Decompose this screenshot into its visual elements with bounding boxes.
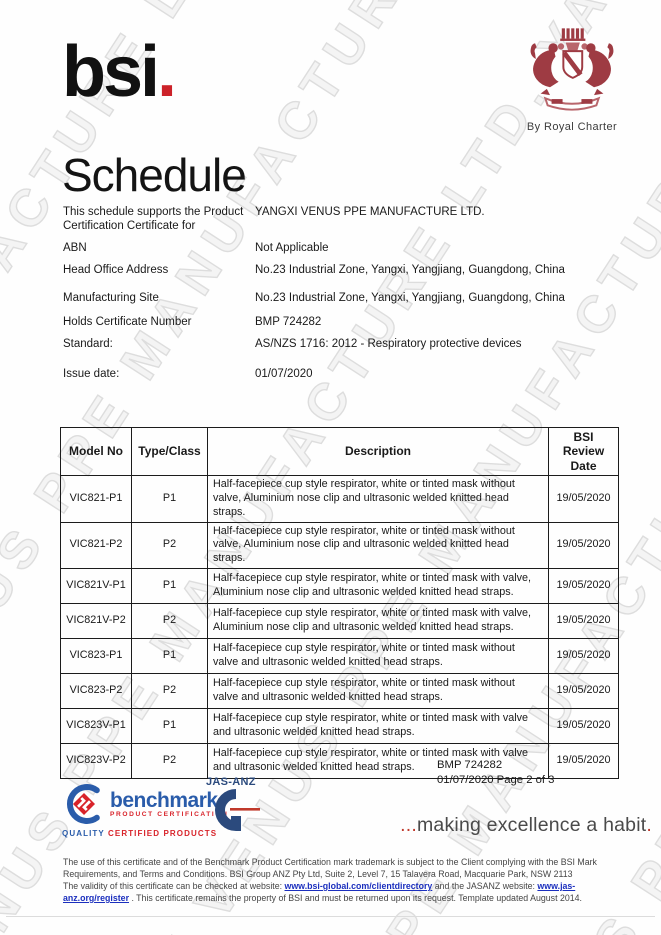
table-header-row: Model No Type/Class Description BSI Review … — [60, 426, 619, 477]
model-no-cell: VIC821V-P2 — [60, 603, 132, 640]
detail-value: No.23 Industrial Zone, Yangxi, Yangjiang… — [255, 292, 565, 304]
detail-value: AS/NZS 1716: 2012 - Respiratory protecti… — [255, 338, 522, 350]
description-cell: Half-facepiece cup style respirator, whi… — [207, 673, 549, 710]
benchmark-logo: benchmark PRODUCT CERTIFICATION QUALITY … — [62, 782, 228, 838]
detail-value: BMP 724282 — [255, 316, 322, 328]
detail-label: Holds Certificate Number — [63, 316, 192, 328]
column-header: Description — [207, 426, 549, 477]
review-date-cell: 19/05/2020 — [548, 521, 619, 570]
table-row: VIC821-P2 P2 Half-facepiece cup style resp… — [60, 521, 619, 570]
page-indicator: 01/07/2020 Page 2 of 3 — [437, 774, 555, 786]
type-class-cell: P1 — [131, 708, 208, 745]
description-cell: Half-facepiece cup style respirator, whi… — [207, 521, 549, 570]
detail-row: This schedule supports the Product Certi… — [63, 205, 619, 233]
table-row: VIC823V-P1 P1 Half-facepiece cup style res… — [60, 708, 619, 745]
crest-icon — [530, 28, 614, 111]
details-section: This schedule supports the Product Certi… — [63, 205, 619, 389]
description-cell: Half-facepiece cup style respirator, whi… — [207, 475, 549, 523]
bsi-logo-dot: . — [157, 32, 177, 112]
detail-label: ABN — [63, 242, 87, 254]
benchmark-icon — [66, 784, 100, 824]
detail-row: Issue date: 01/07/2020 — [63, 367, 619, 381]
table-body: VIC821-P1 P1 Half-facepiece cup style resp… — [60, 475, 619, 780]
bsi-logo-text: bsi — [62, 32, 160, 112]
detail-label: This schedule supports the Product Certi… — [63, 206, 244, 232]
detail-value: 01/07/2020 — [255, 368, 313, 380]
detail-value: Not Applicable — [255, 242, 329, 254]
jasanz-wordmark: JAS-ANZ — [206, 776, 256, 788]
bsi-logo: bsi. — [62, 36, 177, 108]
review-date-cell: 19/05/2020 — [548, 475, 619, 523]
table-row: VIC823V-P2 P2 Half-facepiece cup style res… — [60, 743, 619, 780]
description-cell: Half-facepiece cup style respirator, whi… — [207, 603, 549, 640]
detail-row: Standard: AS/NZS 1716: 2012 - Respirator… — [63, 337, 619, 351]
page-edge-line — [6, 916, 655, 917]
description-cell: Half-facepiece cup style respirator, whi… — [207, 743, 549, 780]
detail-row: Holds Certificate Number BMP 724282 — [63, 315, 619, 329]
review-date-cell: 19/05/2020 — [548, 568, 619, 605]
model-no-cell: VIC823V-P1 — [60, 708, 132, 745]
benchmark-wordmark: benchmark — [110, 788, 218, 812]
table-row: VIC821V-P1 P1 Half-facepiece cup style res… — [60, 568, 619, 605]
review-date-cell: 19/05/2020 — [548, 708, 619, 745]
description-cell: Half-facepiece cup style respirator, whi… — [207, 708, 549, 745]
detail-row: Head Office Address No.23 Industrial Zon… — [63, 263, 619, 277]
royal-charter-crest: By Royal Charter — [503, 26, 641, 133]
jasanz-icon — [215, 789, 260, 832]
jasanz-logo: JAS-ANZ — [206, 776, 276, 837]
type-class-cell: P1 — [131, 568, 208, 605]
detail-row: Manufacturing Site No.23 Industrial Zone… — [63, 291, 619, 305]
model-no-cell: VIC823-P1 — [60, 638, 132, 675]
detail-value: No.23 Industrial Zone, Yangxi, Yangjiang… — [255, 264, 565, 276]
description-cell: Half-facepiece cup style respirator, whi… — [207, 638, 549, 675]
table-row: VIC823-P1 P1 Half-facepiece cup style resp… — [60, 638, 619, 675]
schedule-table: Model No Type/Class Description BSI Review … — [60, 426, 619, 780]
table-row: VIC821V-P2 P2 Half-facepiece cup style res… — [60, 603, 619, 640]
review-date-cell: 19/05/2020 — [548, 673, 619, 710]
type-class-cell: P2 — [131, 743, 208, 780]
type-class-cell: P2 — [131, 673, 208, 710]
table-row: VIC821-P1 P1 Half-facepiece cup style resp… — [60, 475, 619, 523]
review-date-cell: 19/05/2020 — [548, 638, 619, 675]
benchmark-subtitle: PRODUCT CERTIFICATION — [110, 810, 229, 818]
column-header: BSI Review Date — [548, 426, 619, 477]
crest-caption: By Royal Charter — [526, 121, 618, 133]
model-no-cell: VIC821V-P1 — [60, 568, 132, 605]
model-no-cell: VIC821-P1 — [60, 475, 132, 523]
column-header: Model No — [60, 426, 132, 477]
detail-label: Manufacturing Site — [63, 292, 159, 304]
review-date-cell: 19/05/2020 — [548, 743, 619, 780]
model-no-cell: VIC823V-P2 — [60, 743, 132, 780]
bsi-directory-link[interactable]: www.bsi-global.com/clientdirectory — [284, 881, 433, 891]
jasanz-register-link[interactable]: www.jas-anz.org/register — [63, 881, 576, 903]
fineprint: The use of this certificate and of the B… — [63, 857, 597, 903]
detail-label: Standard: — [63, 338, 113, 350]
description-cell: Half-facepiece cup style respirator, whi… — [207, 568, 549, 605]
model-no-cell: VIC821-P2 — [60, 521, 132, 570]
detail-label: Head Office Address — [63, 264, 169, 276]
review-date-cell: 19/05/2020 — [548, 603, 619, 640]
type-class-cell: P2 — [131, 521, 208, 570]
table-row: VIC823-P2 P2 Half-facepiece cup style resp… — [60, 673, 619, 710]
tagline: ...making excellence a habit. — [400, 814, 652, 836]
type-class-cell: P2 — [131, 603, 208, 640]
detail-row: ABN Not Applicable — [63, 241, 619, 255]
type-class-cell: P1 — [131, 475, 208, 523]
model-no-cell: VIC823-P2 — [60, 673, 132, 710]
column-header: Type/Class — [131, 426, 208, 477]
reference-block: BMP 724282 01/07/2020 Page 2 of 3 — [437, 758, 554, 788]
type-class-cell: P1 — [131, 638, 208, 675]
benchmark-caption: QUALITY CERTIFIED PRODUCTS — [62, 829, 218, 838]
detail-label: Issue date: — [63, 368, 120, 380]
certificate-number: BMP 724282 — [437, 759, 503, 771]
detail-value: YANGXI VENUS PPE MANUFACTURE LTD. — [255, 206, 485, 218]
page-title: Schedule — [62, 149, 247, 201]
